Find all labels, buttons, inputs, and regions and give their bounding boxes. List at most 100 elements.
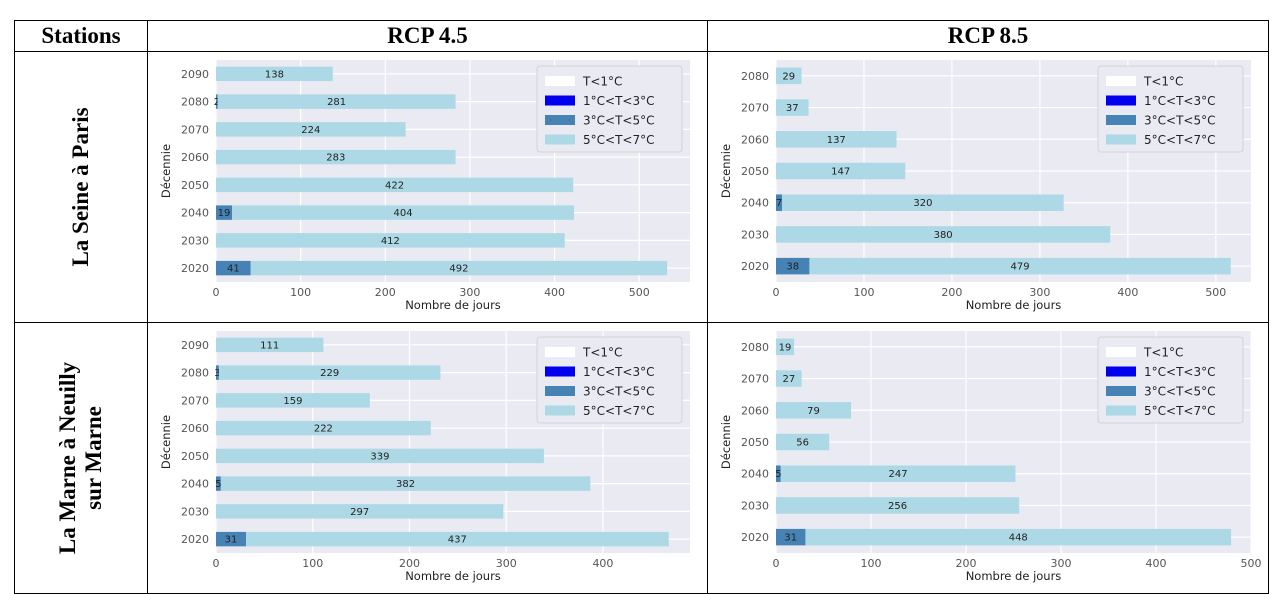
legend-entry: 3°C<T<5°C: [1144, 114, 1215, 128]
x-tick-label: 0: [773, 286, 780, 299]
legend-swatch: [1106, 347, 1136, 357]
legend-entry: 3°C<T<5°C: [583, 114, 654, 128]
x-tick-label: 400: [592, 557, 613, 570]
y-tick-label: 2020: [181, 533, 209, 546]
x-tick-label: 0: [773, 557, 780, 570]
station-cell-seine: La Seine à Paris: [14, 51, 148, 323]
bar-segment: [216, 420, 431, 436]
y-tick-label: 2050: [181, 450, 209, 463]
y-tick-label: 2070: [741, 373, 769, 386]
chart-seine-rcp45: 0 100 200 300 400 500 2020 2030 2040 2050 2060 2070…: [159, 60, 690, 312]
legend-entry: 1°C<T<3°C: [583, 365, 654, 379]
legend-box: [536, 65, 683, 153]
bar-segment: [776, 433, 830, 451]
y-tick-label: 2040: [741, 468, 769, 481]
bar-value-label: 479: [1011, 262, 1030, 273]
y-tick-label: 2080: [741, 70, 769, 83]
y-tick-label: 2050: [741, 165, 769, 178]
bar-segment: [245, 531, 669, 547]
y-tick-label: 2080: [181, 96, 209, 109]
x-tick-label: 300: [1029, 286, 1050, 299]
y-axis-label: Décennie: [159, 144, 173, 198]
legend-swatch: [1106, 76, 1136, 86]
header-rcp85: RCP 8.5: [707, 20, 1269, 52]
station-label-line: La Marne à Neuilly: [55, 361, 80, 555]
bar-value-label: 111: [260, 340, 279, 351]
bar-segment: [216, 531, 246, 547]
header-rcp45: RCP 4.5: [147, 20, 708, 52]
bar-value-label: 247: [889, 469, 908, 480]
bar-segment: [216, 66, 333, 82]
x-tick-label: 400: [1146, 557, 1167, 570]
bar-value-label: 138: [265, 69, 284, 80]
legend-swatch: [1106, 366, 1136, 377]
legend-entry: 3°C<T<5°C: [583, 385, 654, 399]
bar-value-label: 31: [784, 533, 797, 544]
y-tick-label: 2040: [741, 197, 769, 210]
x-tick-label: 100: [290, 286, 311, 299]
station-label-marne: La Marne à Neuilly sur Marne: [55, 362, 107, 554]
y-tick-label: 2070: [741, 102, 769, 115]
station-label-line: La Seine à Paris: [68, 107, 93, 267]
bar-value-label: 3: [214, 368, 220, 379]
x-axis-label: Nombre de jours: [405, 569, 501, 583]
bar-segment: [776, 370, 802, 387]
bar-value-label: 159: [283, 396, 302, 407]
x-tick-label: 500: [629, 286, 650, 299]
bar-value-label: 256: [888, 501, 907, 512]
bar-value-label: 281: [327, 97, 346, 108]
bar-value-label: 29: [782, 71, 795, 82]
legend-swatch: [1106, 405, 1136, 416]
x-tick-label: 200: [399, 557, 420, 570]
bar-segment: [776, 338, 795, 356]
plot-cell-marne-rcp45: 0 100 200 300 400 2020 2030 2040 2050 2060 2070 208…: [147, 322, 708, 594]
legend-entry: T<1°C: [582, 75, 622, 89]
bar-value-label: 147: [831, 167, 850, 178]
bar-segment: [776, 194, 783, 211]
x-tick-label: 0: [213, 286, 220, 299]
bar-value-label: 56: [796, 438, 809, 449]
bar-value-label: 2: [214, 97, 220, 108]
y-tick-label: 2030: [181, 505, 209, 518]
plot-cell-seine-rcp45: 0 100 200 300 400 500 2020 2030 2040 2050 2060 2070…: [147, 51, 708, 323]
bar-value-label: 27: [782, 374, 795, 385]
bar-segment: [780, 465, 1016, 482]
bar-value-label: 19: [218, 208, 231, 219]
chart-marne-rcp85: 0 100 200 300 400 500 2020 2030 2040 2050 2060 2070…: [719, 331, 1262, 583]
legend-swatch: [1106, 95, 1136, 106]
bar-value-label: 224: [301, 125, 320, 136]
y-tick-label: 2030: [181, 234, 209, 247]
bar-segment: [216, 233, 565, 248]
y-tick-label: 2060: [741, 404, 769, 417]
legend-entry: 5°C<T<7°C: [583, 133, 654, 147]
legend-box: [1097, 65, 1244, 153]
y-tick-label: 2060: [181, 151, 209, 164]
legend-swatch: [545, 134, 575, 145]
x-tick-label: 100: [861, 557, 882, 570]
y-tick-label: 2050: [181, 179, 209, 192]
legend-swatch: [1106, 115, 1136, 125]
legend-swatch: [1106, 134, 1136, 145]
station-label-seine: La Seine à Paris: [68, 107, 94, 266]
bar-segment: [216, 448, 544, 464]
x-tick-label: 300: [496, 557, 517, 570]
bar-segment: [216, 149, 456, 165]
bar-segment: [216, 476, 221, 491]
legend-entry: 5°C<T<7°C: [583, 404, 654, 418]
legend-entry: T<1°C: [1143, 75, 1183, 89]
y-axis-label: Décennie: [159, 415, 173, 469]
chart-seine-rcp85: 0 100 200 300 400 500 2020 2030 2040 2050 2060 2070…: [719, 60, 1251, 312]
bar-segment: [216, 260, 251, 276]
bar-value-label: 5: [775, 469, 781, 480]
x-tick-label: 500: [1241, 557, 1262, 570]
bar-segment: [216, 94, 218, 109]
y-tick-label: 2020: [741, 531, 769, 544]
bar-segment: [216, 337, 324, 353]
legend-swatch: [545, 405, 575, 416]
bar-segment: [250, 260, 668, 276]
bar-value-label: 448: [1009, 533, 1028, 544]
bar-value-label: 339: [370, 451, 389, 462]
bar-segment: [776, 257, 810, 275]
bar-value-label: 37: [786, 103, 799, 114]
legend-box: [536, 336, 683, 424]
